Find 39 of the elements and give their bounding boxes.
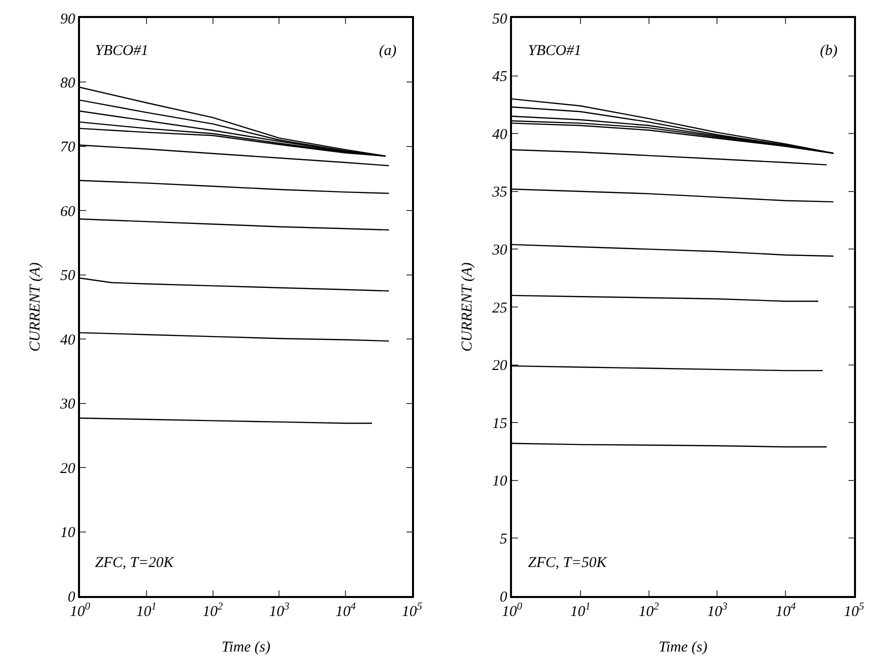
annotation: YBCO#1 [95,43,148,59]
y-tick-label: 40 [492,126,508,143]
y-tick-label: 60 [60,204,76,220]
annotation: ZFC, T=20K [95,555,174,571]
x-tick-label: 10$^{5}$ [402,601,422,620]
annotation: (a) [379,43,396,59]
y-tick-label: 10 [60,525,76,542]
y-tick-label: 30 [491,242,508,258]
y-tick-label: 80 [60,75,76,92]
annotation: (b) [820,43,838,59]
y-tick-label: 50 [492,11,508,28]
y-tick-label: 25 [492,300,508,316]
y-axis-title: CURRENT (A) [28,262,44,352]
y-tick-label: 20 [60,460,76,477]
x-axis-title: Time (s) [222,640,270,656]
x-tick-label: 10$^{3}$ [269,601,290,620]
x-tick-label: 10$^{1}$ [570,601,591,620]
y-tick-label: 90 [60,11,76,28]
x-tick-label: 10$^{4}$ [775,601,796,620]
y-tick-label: 70 [60,140,76,156]
x-tick-label: 10$^{5}$ [844,601,864,620]
y-tick-label: 20 [492,358,508,374]
x-tick-label: 10$^{4}$ [335,601,356,620]
annotation: ZFC, T=50K [528,555,608,571]
annotation: YBCO#1 [528,43,582,59]
x-axis-title: Time (s) [658,640,708,656]
y-tick-label: 40 [60,332,76,348]
x-tick-label: 10$^{2}$ [202,601,224,620]
y-tick-label: 15 [492,416,508,432]
y-tick-label: 30 [59,396,76,413]
x-tick-label: 10$^{1}$ [136,601,157,620]
x-tick-label: 10$^{3}$ [707,601,728,620]
y-tick-label: 35 [491,184,508,201]
y-tick-label: 50 [60,268,76,284]
y-tick-label: 5 [500,531,508,548]
x-tick-label: 10$^{2}$ [638,601,660,620]
y-tick-label: 45 [492,69,508,86]
y-tick-label: 10 [492,474,508,490]
y-axis-title: CURRENT (A) [460,262,476,352]
